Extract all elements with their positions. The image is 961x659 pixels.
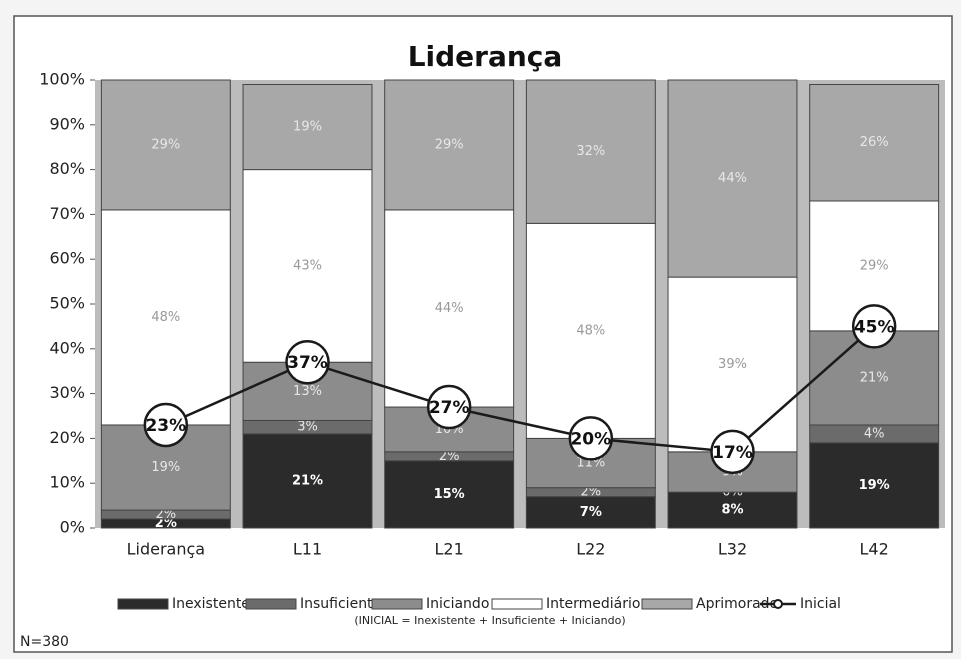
data-label: 19% [859,478,890,493]
y-tick-label: 20% [49,428,85,447]
data-label: 48% [151,310,180,325]
bar-segment [667,491,798,529]
line-label: 37% [287,353,328,373]
footnote: (INICIAL = Inexistente + Insuficiente + … [354,614,625,627]
data-label: 43% [293,258,322,273]
bar-segment [242,433,373,529]
legend-swatch [491,598,543,610]
legend-label: Insuficiente [300,596,381,612]
bar-segment [242,83,373,171]
line-marker [851,304,897,349]
data-label: 29% [151,137,180,152]
line-marker [143,402,189,448]
line-label: 23% [145,416,186,436]
line-label: 27% [429,398,470,418]
data-label: 48% [576,323,605,338]
bar-segment [384,209,515,408]
y-tick-label: 70% [49,204,85,223]
legend-label: Inicial [800,596,841,612]
y-tick-label: 60% [49,249,85,268]
data-label: 29% [860,258,889,273]
data-label: 3% [297,420,318,435]
x-tick-label: L11 [293,540,322,559]
data-label: 2% [155,516,177,531]
data-label: 32% [576,144,605,159]
data-label: 44% [435,301,464,316]
data-label: 21% [860,370,889,385]
bar-segment [667,79,798,278]
y-tick-label: 50% [49,294,85,313]
y-tick-label: 0% [60,518,85,537]
data-label: 13% [293,384,322,399]
line-marker [426,384,472,430]
legend-label: Intermediário [546,596,640,612]
sample-size: N=380 [20,634,69,650]
line-marker [285,339,330,385]
bar-segment [525,496,656,529]
legend-label: Iniciando [426,596,489,612]
x-tick-label: Liderança [127,540,205,559]
x-tick-label: L32 [718,540,747,559]
bar-segment [384,460,515,529]
data-label: 4% [864,426,885,441]
legend-swatch [773,599,783,609]
y-tick-label: 30% [49,383,85,402]
bar-segment [809,83,940,202]
data-label: 2% [581,485,602,500]
legend-label: Inexistente [172,596,250,612]
line-label: 45% [854,317,895,337]
data-label: 2% [156,507,177,522]
y-tick-label: 90% [49,114,85,133]
bar-segment [809,442,940,529]
data-label: 19% [151,460,180,475]
data-label: 15% [434,487,465,502]
legend-swatch [245,598,297,610]
x-tick-label: L42 [860,540,889,559]
line-label: 20% [570,429,611,449]
line-marker [568,416,614,461]
y-tick-label: 80% [49,159,85,178]
legend-swatch [641,598,693,610]
bar-segment [242,169,373,363]
legend-label: Aprimorado [696,596,778,612]
line-marker [710,429,755,475]
bar-segment [525,222,656,439]
y-tick-label: 40% [49,338,85,357]
bar-segment [525,79,656,224]
data-label: 2% [439,449,460,464]
data-label: 7% [580,505,602,520]
data-label: 29% [435,137,464,152]
x-tick-label: L22 [576,540,605,559]
data-label: 19% [293,120,322,135]
y-tick-label: 10% [49,473,85,492]
legend-swatch [117,598,169,610]
data-label: 39% [718,357,747,372]
line [165,325,875,454]
data-label: 21% [292,473,323,488]
plot-background [95,80,945,528]
data-label: 8% [721,503,743,518]
chart-title: Liderança [408,40,563,73]
bar-segment [100,209,231,426]
bar-segment [384,79,515,211]
line-label: 17% [712,443,753,463]
y-tick-label: 100% [39,70,85,89]
data-label: 26% [860,135,889,150]
legend-swatch [371,598,423,610]
data-label: 44% [718,171,747,186]
x-tick-label: L21 [435,540,464,559]
bar-segment [100,79,231,211]
